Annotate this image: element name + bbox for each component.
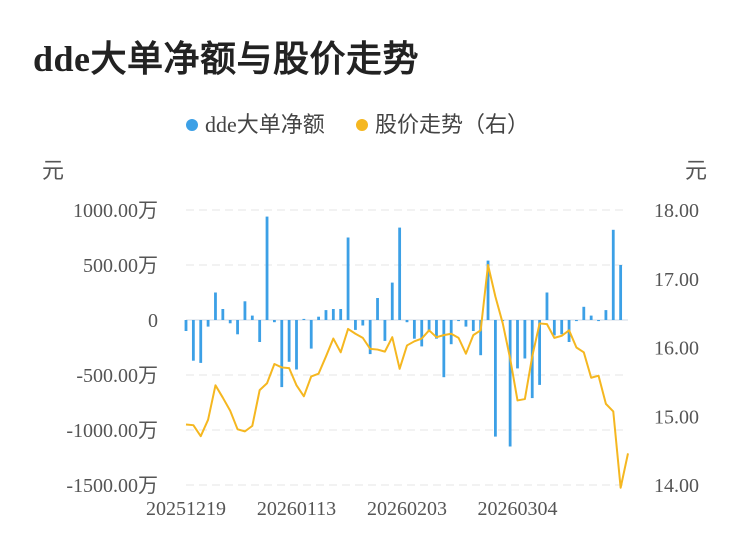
legend-marker-dde [186, 119, 198, 131]
bar-series [184, 216, 623, 447]
left-axis-tick-label: -1500.00万 [66, 475, 158, 497]
dde-bar [236, 320, 239, 335]
dde-bar [383, 320, 387, 341]
dde-bar [435, 320, 438, 339]
dde-bar [398, 227, 402, 320]
dde-bar [405, 320, 409, 323]
dde-bar [457, 320, 460, 322]
dde-bar [611, 229, 615, 320]
legend-label-price: 股价走势（右） [375, 112, 529, 137]
left-axis-tick-label: 0 [148, 310, 158, 332]
dde-bar [479, 320, 483, 356]
left-axis-tick-label: -500.00万 [76, 365, 158, 387]
legend-item-price[interactable]: 股价走势（右） [356, 112, 529, 137]
x-axis-tick-label: 20251219 [146, 498, 226, 520]
dde-bar [295, 320, 298, 370]
dde-bar [331, 309, 335, 320]
legend: dde大单净额 股价走势（右） [186, 112, 529, 137]
left-axis-tick-label: -1000.00万 [66, 420, 158, 442]
dde-bar [575, 320, 578, 322]
dde-bar [287, 320, 291, 362]
dde-bar [516, 320, 519, 369]
left-axis-tick-label: 1000.00万 [73, 200, 158, 222]
dde-bar [442, 320, 446, 378]
right-axis-tick-label: 15.00 [654, 406, 699, 428]
dde-bar [523, 320, 527, 359]
dde-bar [368, 320, 372, 355]
dde-bar [324, 310, 328, 320]
dde-bar [471, 320, 475, 331]
dde-bar [214, 292, 217, 320]
right-axis-tick-label: 17.00 [654, 269, 699, 291]
dde-bar [390, 282, 394, 320]
dde-bar [538, 320, 541, 385]
dde-bar [361, 320, 365, 326]
right-axis-unit: 元 [685, 158, 707, 183]
dde-bar [191, 320, 195, 361]
dde-bar [420, 320, 424, 347]
line-series [185, 264, 629, 489]
dde-bar [597, 320, 600, 322]
dde-bar [184, 320, 188, 331]
dde-bar [354, 320, 357, 330]
chart-title: dde大单净额与股价走势 [33, 39, 420, 79]
left-axis-ticks: 1000.00万 500.00万 0 -500.00万 -1000.00万 -1500.0… [66, 200, 158, 497]
right-axis-ticks: 18.00 17.00 16.00 15.00 14.00 [654, 200, 699, 497]
dde-bar [376, 298, 379, 320]
dde-bar [427, 320, 431, 333]
price-line [185, 264, 629, 489]
legend-label-dde: dde大单净额 [205, 112, 325, 137]
dde-bar [619, 265, 623, 320]
dde-bar [280, 320, 284, 388]
dde-bar [508, 320, 512, 447]
dde-bar [494, 320, 497, 437]
dde-bar [464, 320, 468, 327]
dde-bar [258, 320, 262, 342]
legend-item-dde[interactable]: dde大单净额 [186, 112, 325, 137]
dde-bar [449, 320, 453, 345]
x-axis-tick-label: 20260304 [478, 498, 558, 520]
dde-bar [302, 318, 306, 320]
dde-bar [221, 309, 225, 320]
dde-bar [589, 315, 593, 320]
x-axis-ticks: 20251219 20260113 20260203 20260304 [146, 498, 558, 520]
dde-bar [206, 320, 210, 327]
legend-marker-price [356, 119, 368, 131]
dde-bar [317, 316, 320, 320]
right-axis-tick-label: 18.00 [654, 200, 699, 222]
left-axis-unit: 元 [42, 158, 64, 183]
dde-bar [346, 237, 350, 320]
right-axis-tick-label: 14.00 [654, 475, 699, 497]
dde-bar [199, 320, 203, 363]
dde-bar [273, 320, 276, 323]
dde-bar [250, 315, 254, 320]
x-axis-tick-label: 20260203 [367, 498, 447, 520]
dde-bar [560, 320, 564, 335]
right-axis-tick-label: 16.00 [654, 338, 699, 360]
dde-bar [412, 320, 416, 339]
dde-bar [486, 260, 490, 320]
dde-bar [243, 301, 247, 320]
left-axis-tick-label: 500.00万 [83, 255, 158, 277]
dde-bar [309, 320, 313, 349]
dde-bar [552, 320, 556, 336]
dde-bar [339, 309, 343, 320]
dde-bar [604, 310, 608, 320]
dde-bar [265, 216, 269, 320]
dde-bar [228, 320, 232, 324]
x-axis-tick-label: 20260113 [257, 498, 336, 520]
dde-bar [582, 306, 586, 320]
dde-bar [545, 292, 549, 320]
